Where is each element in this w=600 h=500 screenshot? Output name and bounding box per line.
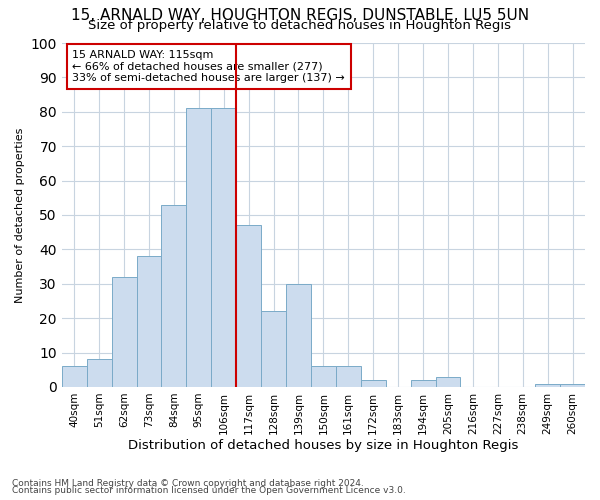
Text: Contains public sector information licensed under the Open Government Licence v3: Contains public sector information licen… [12, 486, 406, 495]
Bar [161, 204, 187, 387]
Y-axis label: Number of detached properties: Number of detached properties [15, 128, 25, 302]
Text: Size of property relative to detached houses in Houghton Regis: Size of property relative to detached ho… [89, 18, 511, 32]
Bar [410, 380, 436, 387]
Text: 15 ARNALD WAY: 115sqm
← 66% of detached houses are smaller (277)
33% of semi-det: 15 ARNALD WAY: 115sqm ← 66% of detached … [72, 50, 345, 83]
Bar [62, 366, 87, 387]
Bar [236, 226, 261, 387]
Bar [112, 277, 137, 387]
Bar [187, 108, 211, 387]
Bar [286, 284, 311, 387]
Bar [311, 366, 336, 387]
Bar [560, 384, 585, 387]
Bar [261, 312, 286, 387]
X-axis label: Distribution of detached houses by size in Houghton Regis: Distribution of detached houses by size … [128, 440, 518, 452]
Bar [436, 376, 460, 387]
Bar [87, 360, 112, 387]
Bar [211, 108, 236, 387]
Bar [137, 256, 161, 387]
Text: Contains HM Land Registry data © Crown copyright and database right 2024.: Contains HM Land Registry data © Crown c… [12, 478, 364, 488]
Text: 15, ARNALD WAY, HOUGHTON REGIS, DUNSTABLE, LU5 5UN: 15, ARNALD WAY, HOUGHTON REGIS, DUNSTABL… [71, 8, 529, 22]
Bar [336, 366, 361, 387]
Bar [361, 380, 386, 387]
Bar [535, 384, 560, 387]
